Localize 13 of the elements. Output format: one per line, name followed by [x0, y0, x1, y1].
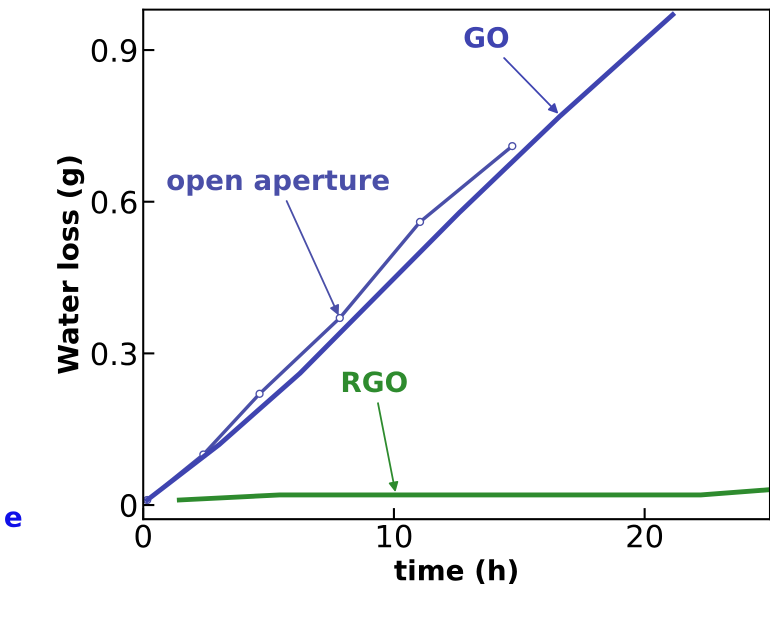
y-axis-title: Water loss (g) [57, 156, 84, 374]
y-tick-label: 0.9 [92, 38, 136, 62]
y-tick-label: 0 [120, 494, 136, 518]
y-tick-label: 0.6 [92, 190, 136, 214]
x-tick-label: 20 [627, 524, 662, 548]
text: RGO [342, 371, 407, 392]
text: e [5, 511, 22, 528]
x-axis-title: time (h) [394, 559, 517, 584]
y-tick-label: 0.3 [92, 342, 136, 366]
x-tick-label: 0 [136, 524, 151, 548]
x-tick-label: 10 [378, 524, 412, 548]
text: GO [464, 26, 508, 48]
series-label: open aperture [167, 170, 389, 196]
